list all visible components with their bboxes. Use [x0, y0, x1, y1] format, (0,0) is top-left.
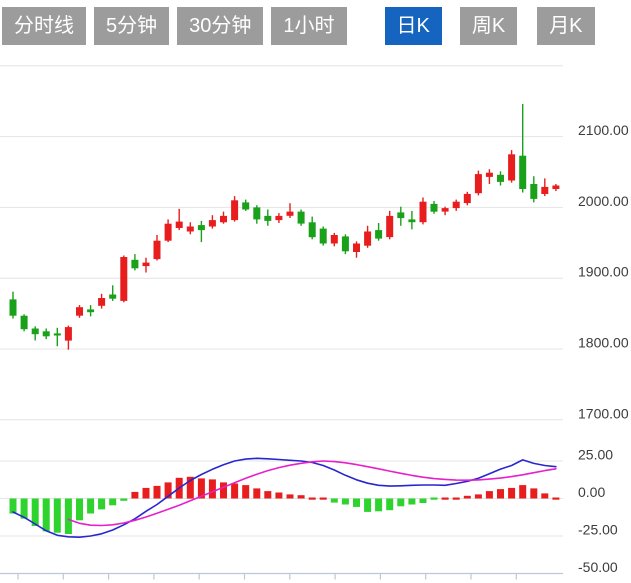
macd-histogram	[9, 476, 560, 534]
dea-line	[67, 460, 557, 527]
dif-line	[12, 457, 557, 539]
tab-5min[interactable]: 5分钟	[94, 7, 170, 45]
svg-text:-25.00: -25.00	[578, 522, 618, 538]
tab-1hour[interactable]: 1小时	[271, 7, 347, 45]
svg-text:2000.00: 2000.00	[578, 193, 629, 209]
macd-axis-labels: 25.00 0.00 -25.00 -50.00	[578, 447, 618, 576]
x-axis	[0, 572, 563, 580]
svg-text:1900.00: 1900.00	[578, 264, 629, 280]
svg-text:25.00: 25.00	[578, 447, 613, 463]
tab-monthly[interactable]: 月K	[537, 7, 595, 45]
tab-weekly[interactable]: 周K	[459, 7, 518, 45]
svg-text:2100.00: 2100.00	[578, 122, 629, 138]
svg-text:1700.00: 1700.00	[578, 405, 629, 421]
tab-daily[interactable]: 日K	[384, 7, 442, 45]
svg-text:-50.00: -50.00	[578, 559, 618, 575]
tab-timeline[interactable]: 分时线	[2, 7, 86, 45]
tab-30min[interactable]: 30分钟	[177, 7, 264, 45]
price-axis-labels: 2100.00 2000.00 1900.00 1800.00 1700.00	[578, 122, 629, 421]
svg-text:0.00: 0.00	[578, 484, 605, 500]
period-tabbar: 分时线 5分钟 30分钟 1小时 日K 周K 月K	[2, 7, 603, 45]
candles-layer	[9, 104, 560, 350]
price-gridlines	[0, 65, 563, 421]
svg-text:1800.00: 1800.00	[578, 335, 629, 351]
